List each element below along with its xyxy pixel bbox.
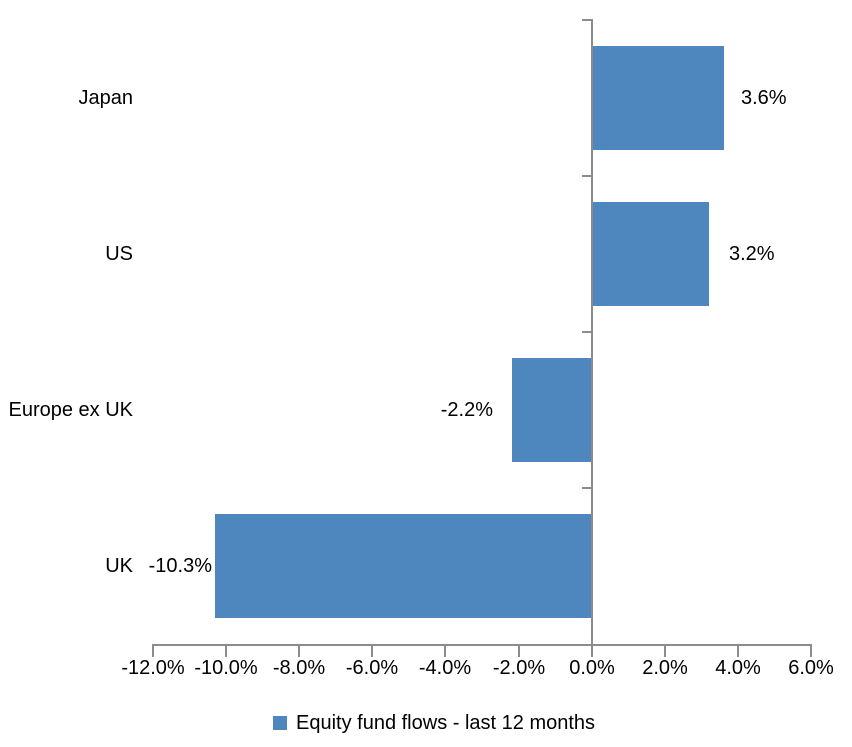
y-axis-line	[591, 20, 593, 646]
x-axis-line	[152, 644, 812, 646]
x-axis-tick-label: 2.0%	[642, 657, 688, 679]
bar	[512, 358, 592, 462]
category-label: Europe ex UK	[8, 399, 133, 421]
x-axis-tick-label: 0.0%	[569, 657, 615, 679]
legend-label: Equity fund flows - last 12 months	[296, 712, 596, 734]
bar	[592, 202, 709, 306]
value-label: 3.6%	[741, 87, 787, 109]
x-axis-tick	[371, 644, 373, 657]
legend: Equity fund flows - last 12 months	[273, 712, 595, 734]
x-axis-tick	[737, 644, 739, 657]
x-axis-tick	[298, 644, 300, 657]
category-label: UK	[105, 555, 133, 577]
x-axis-tick-label: -12.0%	[121, 657, 185, 679]
bar	[215, 514, 592, 618]
y-axis-tick	[582, 19, 593, 21]
value-label: -10.3%	[148, 555, 212, 577]
x-axis-tick	[152, 644, 154, 657]
x-axis-tick	[664, 644, 666, 657]
x-axis-tick-label: 4.0%	[715, 657, 761, 679]
value-label: -2.2%	[440, 399, 493, 421]
bar	[592, 46, 724, 150]
y-axis-tick	[582, 175, 593, 177]
x-axis-tick-label: -2.0%	[492, 657, 546, 679]
x-axis-tick	[591, 644, 593, 657]
x-axis-tick	[518, 644, 520, 657]
x-axis-tick	[810, 644, 812, 657]
x-axis-tick-label: -6.0%	[345, 657, 399, 679]
category-label: Japan	[78, 87, 134, 109]
category-label: US	[105, 243, 133, 265]
x-axis-tick-label: -10.0%	[194, 657, 258, 679]
y-axis-tick	[582, 487, 593, 489]
x-axis-tick-label: 6.0%	[788, 657, 834, 679]
y-axis-tick	[582, 331, 593, 333]
value-label: 3.2%	[729, 243, 775, 265]
legend-swatch-icon	[273, 716, 287, 730]
x-axis-tick	[444, 644, 446, 657]
x-axis-tick	[225, 644, 227, 657]
x-axis-tick-label: -8.0%	[272, 657, 326, 679]
x-axis-tick-label: -4.0%	[418, 657, 472, 679]
